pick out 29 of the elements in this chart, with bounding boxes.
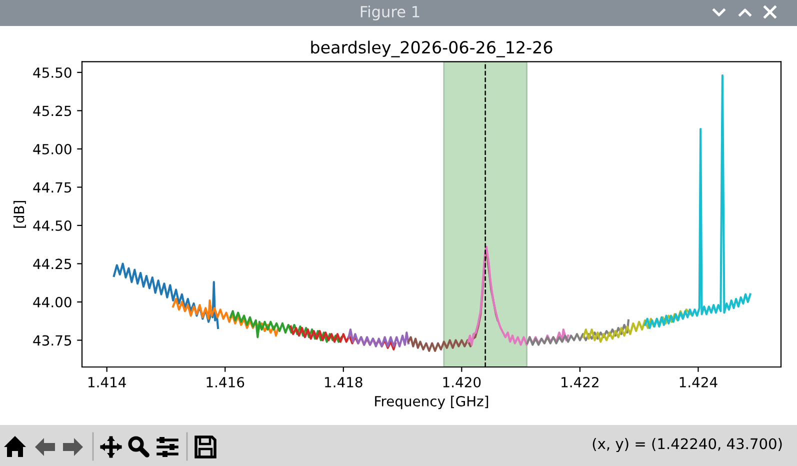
line-series (526, 319, 630, 346)
line-series (582, 308, 691, 343)
x-tick-label: 1.416 (206, 376, 244, 388)
x-tick-label: 1.414 (88, 377, 126, 388)
caption: Figure 1 (360, 6, 420, 20)
y-tick-label: 45.00 (33, 144, 72, 154)
x-tick-label: 1.420 (443, 376, 481, 388)
text: (x, y) = (1.42240, 43.700) (592, 438, 782, 452)
y-tick-label: 44.50 (33, 220, 72, 231)
y-tick-label: 44.25 (33, 258, 72, 270)
line-series (407, 250, 499, 352)
y-tick-label: 43.75 (33, 335, 72, 346)
y-axis-title: [dB] (14, 200, 26, 228)
x-tick-label: 1.418 (325, 376, 362, 388)
y-tick-label: 45.25 (33, 106, 72, 116)
y-tick-label: 45.50 (33, 67, 72, 78)
line-series (348, 328, 410, 348)
line-series (112, 262, 220, 330)
y-tick-label: 44.00 (33, 296, 72, 308)
line-series (644, 74, 752, 330)
x-tick-label: 1.424 (680, 376, 718, 388)
line-series (172, 298, 279, 337)
x-tick-label: 1.422 (562, 376, 598, 388)
y-tick-label: 44.75 (33, 182, 72, 193)
x-axis-title: Frequency [GHz] (375, 396, 488, 410)
line-series (290, 325, 396, 350)
chart-title: beardsley_2026-06-26_12-26 (311, 40, 552, 58)
line-series (229, 310, 343, 343)
line-series (467, 246, 570, 346)
